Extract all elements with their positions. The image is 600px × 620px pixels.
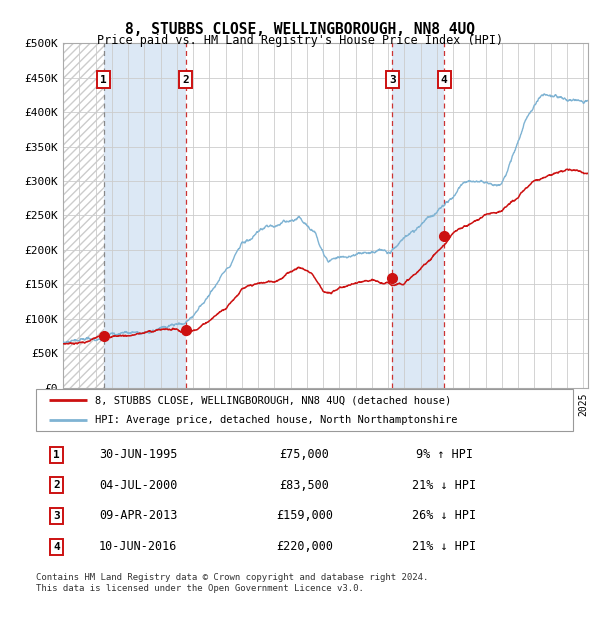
Text: £75,000: £75,000 [280,448,329,461]
Text: 2: 2 [182,74,189,84]
Text: 21% ↓ HPI: 21% ↓ HPI [412,479,476,492]
Text: £159,000: £159,000 [276,510,333,523]
Text: 09-APR-2013: 09-APR-2013 [99,510,177,523]
Text: 3: 3 [389,74,396,84]
Text: 04-JUL-2000: 04-JUL-2000 [99,479,177,492]
Text: £220,000: £220,000 [276,540,333,553]
Text: 10-JUN-2016: 10-JUN-2016 [99,540,177,553]
Text: 1: 1 [53,450,60,459]
Text: 1: 1 [100,74,107,84]
Text: 8, STUBBS CLOSE, WELLINGBOROUGH, NN8 4UQ (detached house): 8, STUBBS CLOSE, WELLINGBOROUGH, NN8 4UQ… [95,395,451,405]
Text: Contains HM Land Registry data © Crown copyright and database right 2024.
This d: Contains HM Land Registry data © Crown c… [36,574,428,593]
Text: 30-JUN-1995: 30-JUN-1995 [99,448,177,461]
Text: HPI: Average price, detached house, North Northamptonshire: HPI: Average price, detached house, Nort… [95,415,458,425]
Text: 3: 3 [53,511,60,521]
Text: Price paid vs. HM Land Registry's House Price Index (HPI): Price paid vs. HM Land Registry's House … [97,34,503,47]
Text: 4: 4 [53,542,60,552]
Text: 9% ↑ HPI: 9% ↑ HPI [416,448,473,461]
Bar [104,43,186,388]
Text: 21% ↓ HPI: 21% ↓ HPI [412,540,476,553]
Text: £83,500: £83,500 [280,479,329,492]
Text: 2: 2 [53,480,60,490]
Text: 26% ↓ HPI: 26% ↓ HPI [412,510,476,523]
Text: 4: 4 [441,74,448,84]
Bar [63,43,104,388]
Bar [392,43,444,388]
Text: 8, STUBBS CLOSE, WELLINGBOROUGH, NN8 4UQ: 8, STUBBS CLOSE, WELLINGBOROUGH, NN8 4UQ [125,22,475,37]
